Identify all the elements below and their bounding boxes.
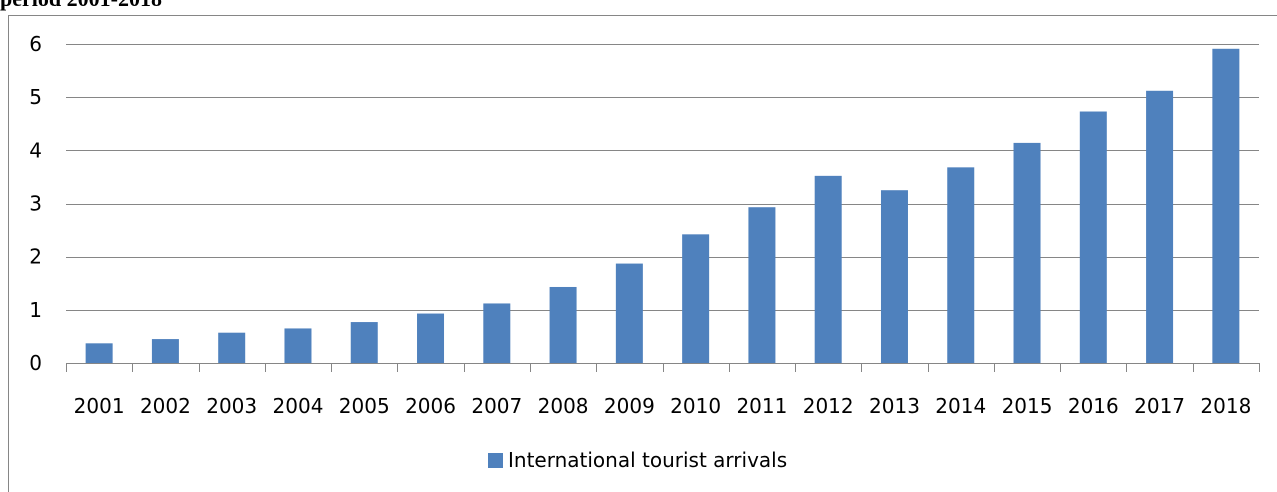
bar-2001 <box>85 343 113 363</box>
bar-2011 <box>748 207 776 363</box>
x-tick-label: 2004 <box>273 394 324 418</box>
x-tick-label: 2013 <box>869 394 920 418</box>
y-tick-label: 6 <box>29 32 42 56</box>
bar-2006 <box>417 313 445 363</box>
y-tick-label: 4 <box>29 138 42 162</box>
bar-2017 <box>1146 90 1174 363</box>
bar-2013 <box>880 190 908 363</box>
x-tick-label: 2007 <box>471 394 522 418</box>
x-tick-label: 2003 <box>206 394 257 418</box>
bar-2010 <box>682 234 710 363</box>
x-tick-label: 2017 <box>1134 394 1185 418</box>
bar-2018 <box>1212 48 1240 363</box>
x-tick-label: 2012 <box>803 394 854 418</box>
bar-2008 <box>549 286 577 363</box>
x-tick-label: 2002 <box>140 394 191 418</box>
bar-2009 <box>615 263 643 363</box>
bar-2002 <box>151 339 179 363</box>
x-tick-label: 2006 <box>405 394 456 418</box>
y-tick-label: 1 <box>29 298 42 322</box>
gridlines <box>66 44 1259 311</box>
bar-2015 <box>1013 142 1041 363</box>
bar-2016 <box>1079 111 1107 363</box>
x-tick-label: 2015 <box>1002 394 1053 418</box>
x-tick-label: 2016 <box>1068 394 1119 418</box>
y-tick-label: 0 <box>29 351 42 375</box>
x-tick-label: 2014 <box>935 394 986 418</box>
chart-title-clipped: period 2001-2018 <box>0 0 162 12</box>
y-tick-label: 2 <box>29 245 42 269</box>
x-tick-label: 2011 <box>736 394 787 418</box>
y-tick-label: 3 <box>29 192 42 216</box>
x-axis-tick-labels: 2001 2002 2003 2004 2005 2006 2007 2008 2009 2010… <box>74 394 1252 418</box>
bar-2014 <box>947 167 975 363</box>
y-tick-label: 5 <box>29 85 42 109</box>
chart-frame-left-border <box>8 15 9 492</box>
legend-swatch <box>488 452 503 468</box>
bar-2005 <box>350 322 378 363</box>
legend: International tourist arrivals <box>488 448 787 472</box>
bar-2012 <box>814 175 842 363</box>
bar-2007 <box>483 303 511 363</box>
y-axis-tick-labels: 0 1 2 3 4 5 6 <box>29 32 42 375</box>
bar-2003 <box>218 332 246 363</box>
bar-2004 <box>284 328 312 363</box>
x-tick-label: 2018 <box>1200 394 1251 418</box>
x-tick-label: 2009 <box>604 394 655 418</box>
legend-label: International tourist arrivals <box>508 448 788 472</box>
x-tick-label: 2001 <box>74 394 125 418</box>
x-axis <box>66 363 1260 372</box>
x-tick-label: 2010 <box>670 394 721 418</box>
x-tick-label: 2008 <box>538 394 589 418</box>
x-tick-label: 2005 <box>339 394 390 418</box>
chart-frame-top-border <box>8 15 1277 16</box>
bars <box>85 48 1240 363</box>
